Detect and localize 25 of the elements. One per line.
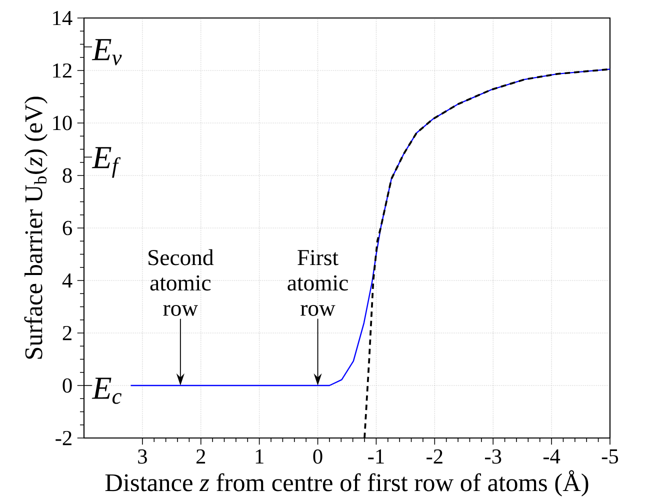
ref-line-label: E$_{c}$	[92, 378, 122, 404]
y-tick-label: 10	[53, 116, 72, 130]
x-tick-label: 0	[313, 449, 322, 464]
x-tick-label: -1	[368, 449, 384, 464]
y-tick-label: 6	[62, 220, 72, 236]
ref-line-label: E$_{f}$	[92, 147, 121, 178]
y-axis-title: Surface barrier U$_{b}$(z) (eV)	[24, 96, 48, 359]
annotation: First atomic row	[288, 250, 348, 316]
x-tick-label: 1	[256, 449, 264, 464]
x-tick-label: -4	[543, 449, 560, 464]
y-tick-label: 8	[62, 168, 72, 183]
x-axis-title: Distance z from centre of first row of atoms (Å)	[105, 470, 588, 496]
x-tick-label: 3	[138, 449, 147, 464]
y-tick-label: 2	[62, 326, 72, 340]
y-tick-label: 0	[62, 378, 72, 393]
y-tick-label: 14	[53, 10, 72, 26]
y-tick-label: 4	[62, 273, 72, 288]
x-tick-label: 2	[196, 449, 206, 464]
x-tick-label: -3	[485, 449, 502, 464]
y-tick-label: -2	[56, 430, 72, 446]
ref-line-label: E$_{v}$	[92, 39, 122, 66]
annotation: Second atomic row	[148, 249, 214, 316]
x-tick-label: -2	[426, 449, 442, 464]
x-tick-label: -5	[602, 449, 618, 464]
y-tick-label: 12	[53, 63, 72, 78]
